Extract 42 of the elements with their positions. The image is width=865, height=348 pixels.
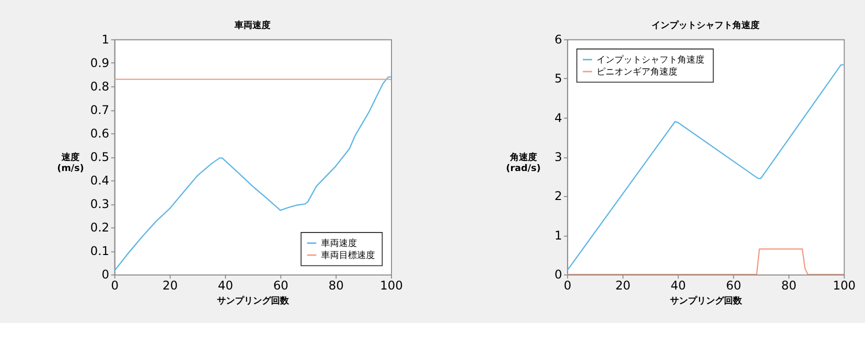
chart-title: インプットシャフト角速度 bbox=[651, 20, 760, 32]
legend-label: 車両目標速度 bbox=[320, 250, 375, 261]
y-tick-label: 0 bbox=[554, 268, 562, 282]
chart-title: 車両速度 bbox=[234, 20, 271, 32]
y-tick-label: 0.1 bbox=[90, 244, 110, 258]
y-tick-label: 2 bbox=[554, 189, 562, 204]
y-axis-title: 角速度 (rad/s) bbox=[506, 152, 541, 174]
y-tick-label: 0.8 bbox=[90, 79, 110, 94]
x-tick-label: 0 bbox=[111, 278, 119, 293]
y-tick-label: 6 bbox=[554, 32, 562, 46]
x-tick-label: 80 bbox=[328, 278, 344, 293]
y-tick-label: 0.9 bbox=[90, 56, 110, 70]
y-tick-label: 0 bbox=[102, 268, 110, 282]
legend-label: 車両速度 bbox=[320, 238, 357, 249]
x-tick-label: 80 bbox=[781, 278, 797, 293]
y-tick-label: 0.5 bbox=[90, 150, 110, 164]
y-tick-label: 0.3 bbox=[90, 197, 110, 212]
x-tick-label: 100 bbox=[832, 278, 856, 293]
x-tick-label: 20 bbox=[615, 278, 631, 293]
legend-label: インプットシャフト角速度 bbox=[596, 54, 705, 66]
y-tick-label: 0.7 bbox=[90, 103, 110, 118]
line-series bbox=[114, 76, 391, 272]
x-tick-label: 40 bbox=[670, 278, 686, 293]
x-tick-label: 60 bbox=[726, 278, 742, 293]
y-tick-label: 0.2 bbox=[90, 220, 110, 235]
y-tick-label: 3 bbox=[554, 150, 562, 164]
y-tick-label: 0.6 bbox=[90, 126, 110, 141]
y-tick-label: 1 bbox=[102, 32, 110, 46]
x-axis-title: サンプリング回数 bbox=[217, 296, 290, 307]
x-tick-label: 40 bbox=[218, 278, 234, 293]
x-tick-label: 20 bbox=[162, 278, 178, 293]
y-tick-label: 1 bbox=[554, 228, 562, 242]
y-tick-label: 5 bbox=[554, 72, 562, 86]
x-tick-label: 0 bbox=[564, 278, 572, 293]
x-axis-title: サンプリング回数 bbox=[670, 296, 743, 307]
y-tick-label: 0.4 bbox=[90, 174, 110, 188]
x-tick-label: 100 bbox=[380, 278, 403, 293]
legend-label: ピニオンギア角速度 bbox=[596, 66, 678, 78]
y-axis-title: 速度 (m/s) bbox=[57, 152, 84, 174]
y-tick-label: 4 bbox=[554, 110, 562, 125]
line-series bbox=[567, 64, 844, 272]
x-tick-label: 60 bbox=[273, 278, 288, 293]
